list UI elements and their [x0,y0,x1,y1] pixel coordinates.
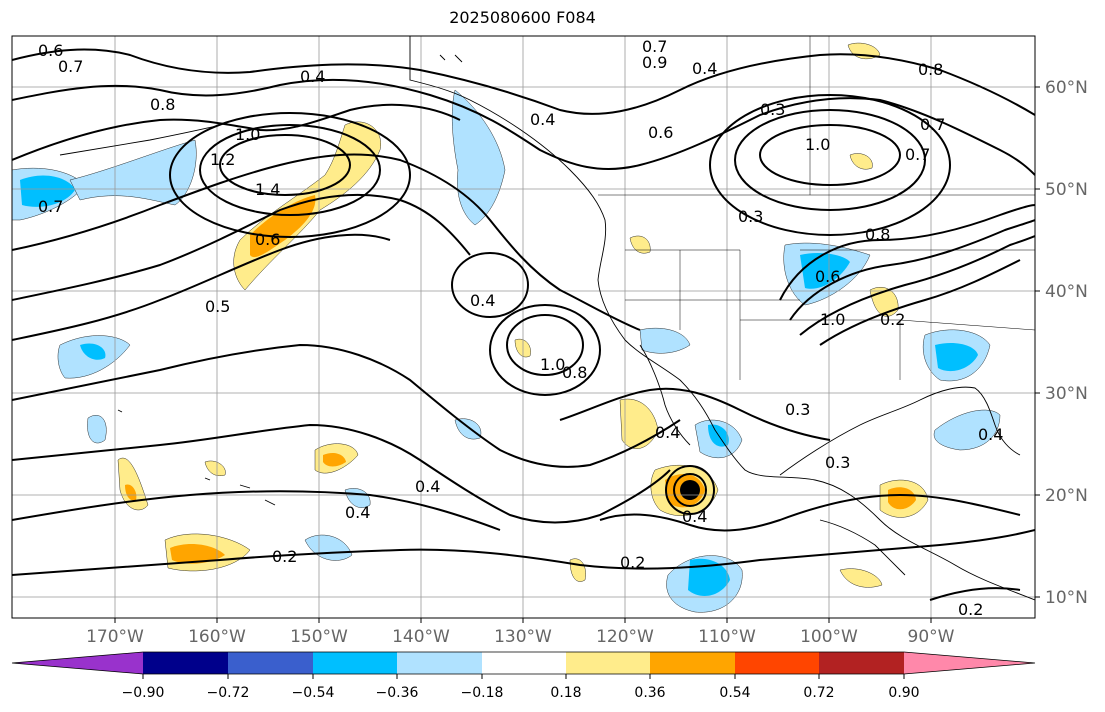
colorbar-tick-label: −0.54 [292,685,335,701]
colorbar-tick-label: −0.72 [207,685,250,701]
colorbar-bin [397,652,482,674]
contour-label: 0.4 [345,503,370,522]
colorbar: −0.90 −0.72 −0.54 −0.36 −0.18 0.18 0.36 … [11,651,1036,701]
contour-label: 0.6 [648,123,673,142]
colorbar-bin [143,652,228,674]
longitude-labels: 170°W 160°W 150°W 140°W 130°W 120°W 110°… [86,627,955,647]
contour-label: 0.3 [738,207,763,226]
contour-label: 0.8 [865,225,890,244]
colorbar-bin [819,652,904,674]
lon-label-160w: 160°W [188,627,246,647]
contour-label: 0.2 [620,553,645,572]
contour-label: 1.0 [540,355,565,374]
lon-label-110w: 110°W [698,627,756,647]
colorbar-bin [228,652,313,674]
contour-label: 0.2 [880,310,905,329]
contour-label: 0.8 [562,363,587,382]
contour-label: 1.0 [235,125,260,144]
lat-label-50n: 50°N [1045,180,1088,200]
colorbar-extend-min [12,652,143,674]
contour-label: 0.7 [905,145,930,164]
colorbar-tick-label: −0.36 [376,685,419,701]
colorbar-tick-label: 0.72 [803,685,834,701]
contour-label: 0.6 [255,230,280,249]
axis-ticks [114,86,1040,623]
map-title: 2025080600 F084 [449,8,596,27]
colorbar-bin [313,652,397,674]
contour-label: 0.3 [760,100,785,119]
contour-label: 0.4 [682,507,707,526]
colorbar-bin [650,652,735,674]
colorbar-extend-max [904,652,1035,674]
contour-label: 1.4 [255,180,280,199]
contour-label: 0.4 [530,110,555,129]
lat-label-10n: 10°N [1045,588,1088,608]
lon-label-120w: 120°W [596,627,654,647]
contour-label: 0.8 [918,60,943,79]
contour-label: 0.2 [958,600,983,619]
lat-label-40n: 40°N [1045,282,1088,302]
contour-label: 0.6 [815,267,840,286]
contour-lines [12,48,1035,601]
lon-label-90w: 90°W [908,627,955,647]
contour-label: 0.6 [38,41,63,60]
contour-label: 0.5 [205,297,230,316]
colorbar-tick-label: 0.18 [550,685,581,701]
colorbar-tick-label: −0.90 [122,685,165,701]
lon-label-150w: 150°W [290,627,348,647]
contour-label: 0.4 [470,291,495,310]
contour-label: 0.7 [642,37,667,56]
contour-label: 0.2 [272,547,297,566]
contour-label: 0.4 [655,423,680,442]
latitude-labels: 60°N 50°N 40°N 30°N 20°N 10°N [1045,78,1088,608]
contour-label: 0.8 [150,95,175,114]
contour-label: 0.3 [825,453,850,472]
colorbar-bin [482,652,566,674]
colorbar-tick-label: 0.36 [634,685,665,701]
contour-label: 0.4 [978,425,1003,444]
contour-label: 0.7 [38,197,63,216]
shading-layer [12,42,1001,613]
contour-label: 0.4 [300,67,325,86]
contour-label: 0.9 [642,53,667,72]
colorbar-tick-label: 0.54 [719,685,750,701]
contour-label: 0.4 [415,477,440,496]
lon-label-130w: 130°W [494,627,552,647]
contour-label: 0.7 [920,115,945,134]
lat-label-30n: 30°N [1045,384,1088,404]
lat-label-20n: 20°N [1045,486,1088,506]
political-borders [598,36,1035,380]
contour-label: 0.4 [692,59,717,78]
contour-label-group: 0.6 0.7 0.8 0.4 1.0 1.2 1.4 0.6 0.7 0.5 … [38,37,1003,619]
contour-label: 1.0 [820,310,845,329]
contour-label: 0.3 [785,400,810,419]
colorbar-tick-label: −0.18 [461,685,504,701]
contour-label: 1.0 [805,135,830,154]
lon-label-170w: 170°W [86,627,144,647]
lon-label-140w: 140°W [392,627,450,647]
colorbar-tick-label: 0.90 [888,685,919,701]
lat-label-60n: 60°N [1045,78,1088,98]
lon-label-100w: 100°W [800,627,858,647]
colorbar-bin [735,652,819,674]
contour-label: 0.7 [58,57,83,76]
colorbar-bin [566,652,650,674]
contour-label: 1.2 [210,150,235,169]
